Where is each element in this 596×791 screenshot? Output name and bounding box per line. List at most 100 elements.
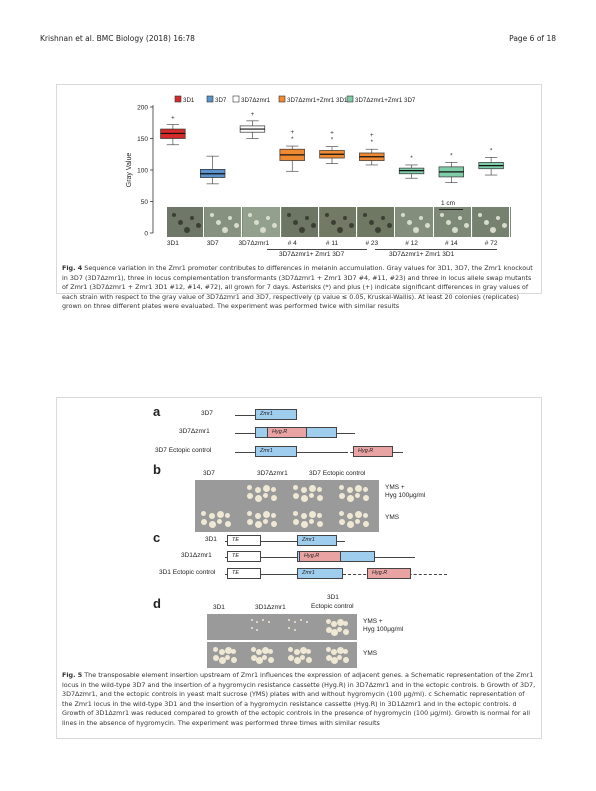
- yeast-colony: [247, 511, 252, 516]
- significance-mark: *: [371, 139, 374, 146]
- yeast-colony: [247, 485, 252, 490]
- b-row-hyg-conc: Hyg 100μg/ml: [385, 492, 426, 499]
- colony-photo-strip: [167, 207, 511, 237]
- significance-mark: +: [171, 115, 175, 122]
- yeast-colony: [293, 519, 299, 525]
- colony-dot: [336, 227, 343, 233]
- a-zmr1-gene-1: Zmr1: [255, 409, 297, 420]
- colony-dot: [381, 216, 386, 220]
- colony-dot: [298, 227, 305, 233]
- colony-dot: [369, 220, 375, 225]
- legend-entry: 3D7: [215, 97, 227, 104]
- y-tick-label: 150: [137, 136, 148, 143]
- yeast-colony: [255, 513, 261, 519]
- d-row-hyg-conc: Hyg 100μg/ml: [363, 626, 404, 633]
- figure-4-chart: 3D1 3D7 3D7Δzmr1 3D7Δzmr1+Zmr1 3D1 3D7Δzmr1+…: [126, 95, 504, 237]
- yeast-colony: [256, 629, 259, 631]
- yeast-colony: [263, 511, 270, 518]
- yeast-colony: [288, 647, 293, 652]
- x-tick-label: # 23: [365, 240, 379, 247]
- d-row-yms: YMS: [363, 650, 378, 657]
- colony-photo: [243, 207, 281, 237]
- c-row-3D1: 3D1: [205, 536, 217, 543]
- group-label-1: 3D7Δzmr1+ Zmr1 3D7: [279, 251, 345, 258]
- x-tick-label: # 72: [484, 240, 498, 247]
- yeast-colony: [225, 513, 230, 518]
- a-zmr1-gene-3: Zmr1: [255, 446, 297, 457]
- d-col-3D1-ko: 3D1Δzmr1: [255, 604, 286, 611]
- yeast-colony: [262, 647, 270, 654]
- colony-dot: [184, 227, 190, 233]
- c-te-2: TE: [227, 551, 261, 562]
- yeast-colony: [268, 621, 271, 623]
- y-tick-label: 200: [137, 104, 148, 111]
- colony-dot: [489, 227, 496, 233]
- legend-swatch: [232, 95, 240, 103]
- x-tick-label: # 11: [325, 240, 339, 247]
- colony-dot: [216, 220, 222, 225]
- yeast-colony: [293, 511, 298, 516]
- yeast-colony: [347, 487, 353, 493]
- yeast-colony: [325, 627, 332, 633]
- yeast-colony: [250, 619, 253, 621]
- colony-dot: [419, 216, 424, 220]
- yeast-colony: [262, 619, 265, 621]
- x-tick-label: # 12: [405, 240, 418, 247]
- yeast-colony: [325, 619, 331, 624]
- c-hyg-cassette-3: Hyg.R: [367, 568, 411, 579]
- yeast-colony: [268, 657, 275, 663]
- colony-photo: [281, 207, 319, 237]
- colony-dot: [439, 213, 444, 217]
- yeast-colony: [288, 627, 290, 629]
- c-locus-line-3: [225, 574, 343, 575]
- yeast-colony: [225, 521, 231, 527]
- yeast-colony: [355, 519, 360, 524]
- colony-dot: [248, 213, 253, 217]
- a-row-3D7: 3D7: [201, 410, 213, 417]
- figure-5-caption-text: The transposable element insertion upstr…: [62, 671, 536, 727]
- x-tick-label: 3D1: [166, 240, 179, 247]
- yeast-colony: [230, 657, 237, 663]
- legend-swatch: [346, 95, 354, 103]
- c-row-ectopic: 3D1 Ectopic control: [159, 569, 216, 576]
- yeast-colony: [293, 493, 299, 499]
- colony-dot: [451, 227, 458, 233]
- b-plate-yms: [195, 506, 379, 532]
- page-header: Krishnan et al. BMC Biology (2018) 16:78…: [40, 34, 556, 46]
- x-tick-label: # 4: [287, 240, 297, 247]
- legend-swatch: [174, 95, 182, 103]
- colony-dot: [178, 220, 183, 225]
- yeast-colony: [301, 487, 307, 493]
- colony-dot: [375, 227, 382, 233]
- colony-dot: [222, 227, 229, 233]
- yeast-colony: [339, 519, 345, 525]
- significance-mark: +: [251, 111, 255, 118]
- yeast-colony: [218, 657, 226, 664]
- yeast-colony: [331, 629, 339, 636]
- colony-dot: [445, 220, 451, 225]
- yeast-colony: [325, 655, 332, 661]
- yeast-colony: [339, 493, 345, 499]
- colony-dot: [413, 227, 420, 233]
- yeast-colony: [247, 519, 253, 525]
- significance-mark: *: [410, 155, 413, 162]
- yeast-colony: [217, 511, 224, 518]
- legend-swatch: [206, 95, 214, 103]
- yeast-colony: [347, 513, 353, 519]
- significance-mark: *: [450, 152, 453, 159]
- colony-dot: [348, 223, 354, 228]
- colony-dot: [495, 216, 500, 220]
- d-row-hyg: YMS +: [363, 618, 383, 625]
- yeast-colony: [337, 655, 343, 660]
- yeast-colony: [347, 495, 354, 502]
- yeast-colony: [268, 649, 274, 654]
- yeast-colony: [293, 485, 298, 490]
- d-col-3D1: 3D1: [213, 604, 225, 611]
- b-col-ectopic: 3D7 Ectopic control: [309, 470, 366, 477]
- figure-4-caption-label: Fig. 4: [62, 264, 83, 272]
- yeast-colony: [343, 621, 349, 626]
- yeast-colony: [343, 649, 349, 654]
- yeast-colony: [288, 619, 290, 621]
- yeast-colony: [317, 513, 322, 518]
- yeast-colony: [309, 493, 314, 498]
